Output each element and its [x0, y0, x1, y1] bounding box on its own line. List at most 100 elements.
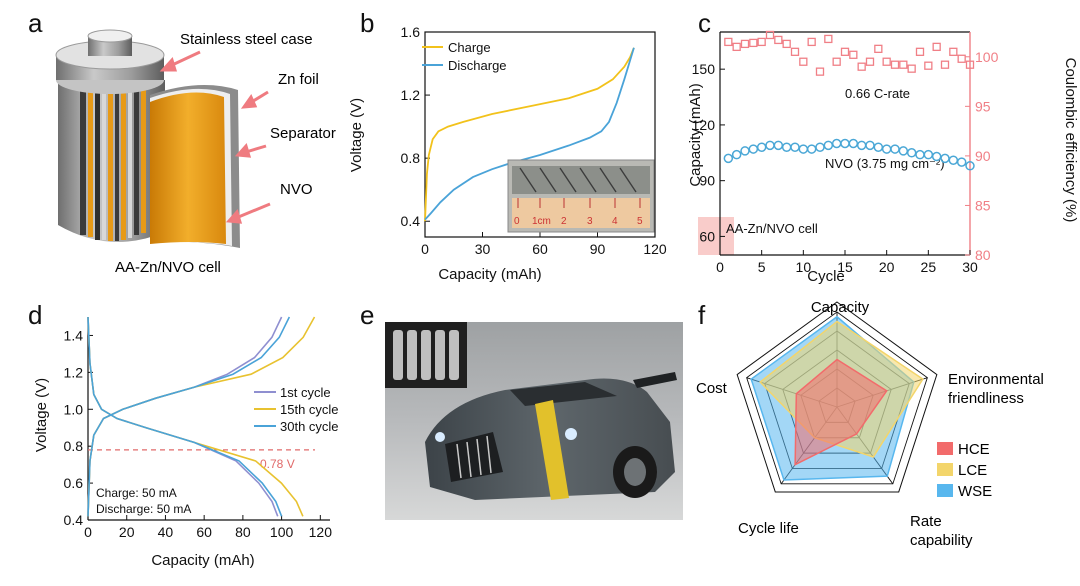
c-efficiency-point	[907, 64, 916, 73]
c-ylabel: Capacity (mAh)	[687, 83, 704, 186]
c-efficiency-point	[890, 60, 900, 69]
c-efficiency-point	[740, 39, 750, 49]
battery-illustration: Stainless steel case Zn foil Separator N…	[55, 29, 336, 276]
c-capacity-point	[773, 140, 784, 151]
c-efficiency-point	[757, 37, 766, 47]
c-y2tick-label-3: 95	[975, 98, 991, 114]
legend-swatch-hce	[937, 442, 953, 455]
radar-outer-frame	[736, 301, 938, 493]
panel-label-e: e	[360, 300, 375, 330]
c-capacity-point	[723, 153, 734, 164]
radar-axis-rate-2: capability	[910, 532, 973, 549]
c-efficiency-point	[799, 57, 808, 66]
c-y2tick-label-0: 80	[975, 247, 991, 263]
c-capacity-point	[798, 144, 809, 154]
watermark-box	[698, 217, 734, 255]
d-xlabel: Capacity (mAh)	[151, 552, 254, 569]
c-annot-loading: NVO (3.75 mg cm⁻²)	[825, 156, 945, 171]
ruler-label-4: 4	[612, 216, 618, 227]
panel-label-b: b	[360, 8, 375, 38]
c-ytick-label-1: 90	[699, 173, 715, 189]
electrode-layers	[80, 85, 146, 241]
c-capacity-point	[873, 142, 884, 152]
radar-axis-env-1: Environmental	[948, 371, 1044, 388]
c-capacity-point	[781, 142, 792, 152]
chart-f: Capacity Environmental friendliness Rate cap…	[696, 299, 1044, 549]
c-annot-cell: AA-Zn/NVO cell	[726, 221, 818, 236]
b-ytick-label-1: 0.8	[401, 150, 421, 166]
c-xtick-label-5: 25	[921, 259, 937, 275]
b-xlabel: Capacity (mAh)	[438, 266, 541, 283]
b-xtick-label-2: 60	[532, 241, 548, 257]
legend-swatch-lce	[937, 463, 953, 476]
c-xtick-label-1: 5	[758, 259, 766, 275]
d-xtick-label-2: 40	[158, 524, 174, 540]
c-efficiency-point	[924, 61, 933, 70]
car-photo	[385, 322, 683, 520]
c-capacity-point	[956, 157, 967, 167]
legend-lce: LCE	[958, 462, 987, 479]
b-ylabel: Voltage (V)	[348, 98, 365, 172]
c-xtick-label-6: 30	[962, 259, 978, 275]
b-xtick-label-3: 90	[590, 241, 606, 257]
cell-terminal-top	[87, 29, 133, 43]
b-xtick-label-1: 30	[475, 241, 491, 257]
c-efficiency-point	[857, 62, 866, 71]
c-efficiency-point	[832, 57, 841, 66]
c-xtick-label-4: 20	[879, 259, 895, 275]
c-capacity-point	[806, 144, 817, 154]
b-series-discharge	[424, 47, 635, 221]
d-ytick-label-3: 1.0	[64, 401, 84, 417]
c-ytick-label-3: 150	[692, 61, 716, 77]
ruler-label-3: 3	[587, 216, 593, 227]
label-arrows	[159, 50, 271, 224]
aa-cells	[393, 330, 459, 380]
c-capacity-point	[948, 155, 959, 165]
c-capacity-point	[881, 144, 892, 154]
nvo-sheet	[150, 92, 226, 244]
legend-cycle30: 30th cycle	[280, 419, 339, 434]
radar-axis-env-2: friendliness	[948, 390, 1024, 407]
legend-wse: WSE	[958, 483, 992, 500]
c-y2label: Coulombic efficiency (%)	[1062, 58, 1079, 223]
c-efficiency-point	[807, 37, 816, 47]
c-efficiency-point	[882, 57, 891, 66]
label-separator: Separator	[270, 125, 336, 142]
panel-label-f: f	[698, 300, 706, 330]
c-capacity-point	[740, 146, 750, 156]
c-efficiency-point	[932, 42, 941, 52]
d-charge-curve-2	[87, 316, 291, 517]
c-capacity-point	[856, 140, 867, 151]
c-capacity-point	[840, 138, 850, 149]
chart-b: Charge Discharge Capacity (mAh) Voltage …	[348, 24, 667, 283]
legend-cycle1: 1st cycle	[280, 385, 331, 400]
c-capacity-point	[831, 138, 842, 149]
panel-label-a: a	[28, 8, 43, 38]
c-capacity-point	[748, 144, 759, 154]
c-capacity-point	[865, 140, 875, 151]
legend-cycle15: 15th cycle	[280, 402, 339, 417]
c-efficiency-point	[874, 44, 883, 53]
ruler-label-0: 0	[514, 216, 520, 227]
c-efficiency-point	[732, 42, 741, 52]
d-ytick-label-2: 0.8	[64, 438, 84, 454]
d-xtick-label-0: 0	[84, 524, 92, 540]
legend-discharge: Discharge	[448, 58, 507, 73]
c-capacity-point	[848, 138, 859, 149]
c-capacity-point	[790, 142, 800, 152]
c-xtick-label-3: 15	[837, 259, 853, 275]
c-efficiency-point	[899, 60, 908, 69]
d-xtick-label-1: 20	[119, 524, 135, 540]
c-efficiency-point	[915, 47, 925, 56]
c-efficiency-point	[765, 30, 775, 40]
inset-photo: 0 1cm 2 3 4 5	[507, 159, 655, 233]
d-ytick-label-5: 1.4	[64, 327, 84, 343]
b-series-charge	[424, 47, 635, 222]
note-charge: Charge: 50 mA	[96, 486, 177, 500]
ruler-label-5: 5	[637, 216, 643, 227]
b-ytick-label-3: 1.6	[401, 24, 421, 40]
c-capacity-point	[890, 144, 900, 154]
c-efficiency-point	[865, 57, 875, 66]
c-efficiency-point	[949, 47, 958, 56]
c-capacity-point	[756, 142, 767, 152]
